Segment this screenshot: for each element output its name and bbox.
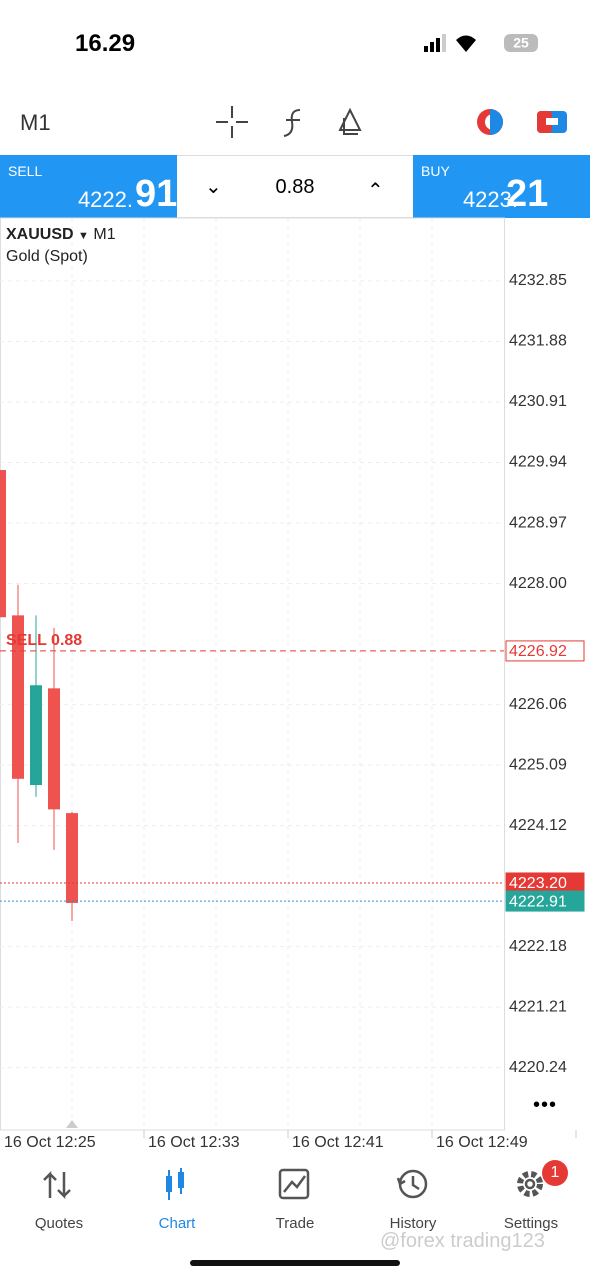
nav-icon	[43, 1170, 71, 1200]
nav-item[interactable]: Settings	[472, 1160, 590, 1240]
nav-icon	[278, 1168, 310, 1200]
nav-icon	[396, 1169, 428, 1199]
nav-item[interactable]: Chart	[118, 1160, 236, 1240]
candle-body	[30, 685, 42, 786]
lot-down[interactable]: ⌄	[205, 176, 222, 198]
y-tick-label: 4231.88	[509, 333, 567, 350]
nav-label: Quotes	[34, 1215, 84, 1232]
y-tick-label: 4224.12	[509, 817, 567, 834]
y-tick-label: 4222.18	[509, 938, 567, 955]
plot-border	[0, 217, 505, 1131]
home-indicator	[190, 1260, 400, 1266]
buy-label: BUY	[421, 163, 450, 179]
candle-body	[66, 813, 78, 903]
price-label: 4226.92	[509, 643, 567, 660]
nav-item[interactable]: Trade	[236, 1160, 354, 1240]
sell-button[interactable]: SELL 4222. 91	[0, 155, 177, 218]
nav-label: Chart	[158, 1215, 196, 1232]
y-tick-label: 4229.94	[509, 454, 567, 471]
nav-item[interactable]: History	[354, 1160, 472, 1240]
buy-button[interactable]: BUY 4223. 21	[413, 155, 590, 218]
y-tick-label: 4226.06	[509, 696, 567, 713]
price-label: 4222.91	[509, 893, 567, 910]
lot-up[interactable]: ⌃	[367, 180, 384, 202]
order-label: SELL 0.88	[6, 632, 82, 649]
nav-label: Trade	[275, 1215, 315, 1232]
battery: 25	[513, 35, 529, 51]
sell-price-digits: 91	[135, 173, 178, 215]
buy-price-main: 4223.	[462, 187, 518, 212]
lot-size[interactable]: 0.88	[275, 176, 315, 198]
nav-label: Settings	[503, 1215, 559, 1232]
y-tick-label: 4228.97	[509, 514, 567, 531]
more-button[interactable]: •••	[533, 1094, 558, 1116]
toolbar-icons	[216, 106, 567, 138]
y-tick-label: 4225.09	[509, 756, 567, 773]
notification-badge: 1	[542, 1160, 568, 1186]
symbol-name: XAUUSD	[6, 226, 74, 243]
price-label-box	[505, 640, 585, 662]
time-marker	[66, 1120, 78, 1128]
y-tick-label: 4228.00	[509, 575, 567, 592]
y-tick-label: 4230.91	[509, 393, 567, 410]
sell-label: SELL	[8, 163, 43, 179]
candle-body	[12, 615, 24, 779]
candle-body	[0, 470, 6, 618]
nav-item[interactable]: Quotes	[0, 1160, 118, 1240]
x-tick-label: 16 Oct 12:33	[148, 1134, 240, 1151]
price-label-box	[505, 890, 585, 912]
nav-icon	[166, 1168, 184, 1200]
sell-price-main: 4222.	[77, 187, 133, 212]
x-tick-label: 16 Oct 12:41	[292, 1134, 384, 1151]
symbol[interactable]: XAUUSD ▼ M1	[6, 226, 116, 243]
nav-label: History	[389, 1215, 437, 1232]
y-tick-label: 4221.21	[509, 998, 567, 1015]
candle-body	[48, 688, 60, 810]
symbol-timeframe: M1	[93, 226, 116, 243]
y-tick-label: 4220.24	[509, 1059, 567, 1076]
timeframe-button[interactable]: M1	[20, 110, 51, 135]
y-tick-label: 4232.85	[509, 272, 567, 289]
x-tick-label: 16 Oct 12:25	[4, 1134, 96, 1151]
symbol-description: Gold (Spot)	[6, 248, 88, 265]
buy-price-big: 21	[506, 173, 549, 215]
x-tick-label: 16 Oct 12:49	[436, 1134, 528, 1151]
nav-icon	[517, 1171, 543, 1197]
bottom-nav: Quotes Chart Trade History Settings 1	[0, 1160, 590, 1250]
status-icons: 25	[424, 34, 538, 52]
clock: 16.29	[75, 30, 136, 57]
watermark: @forex trading123	[380, 1230, 545, 1252]
chart: 4232.85 4231.88 4230.91 4229.94 4228.97 4228.…	[0, 217, 585, 1151]
price-label: 4223.20	[509, 875, 567, 892]
